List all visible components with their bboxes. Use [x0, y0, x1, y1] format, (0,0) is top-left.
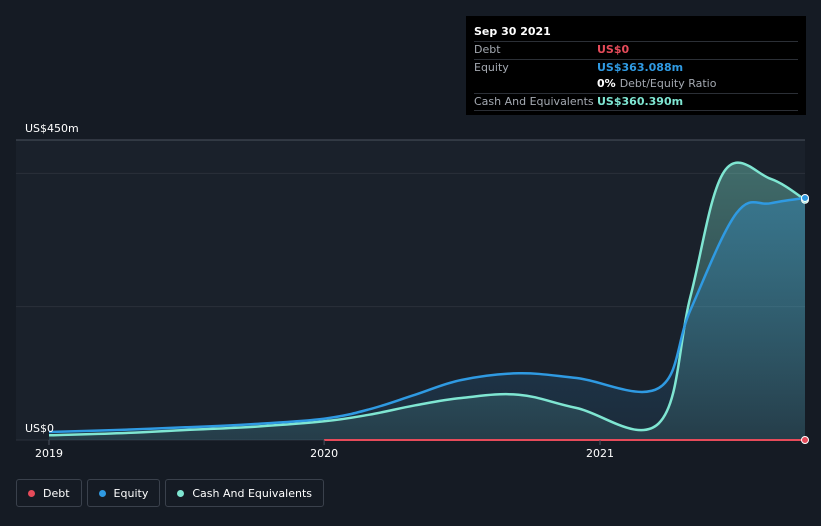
chart-legend: Debt Equity Cash And Equivalents	[16, 479, 324, 507]
marker-debt	[801, 436, 809, 444]
tooltip-equity-value: US$363.088m	[597, 60, 684, 74]
tooltip-cash-value: US$360.390m	[597, 94, 684, 108]
legend-label-equity: Equity	[113, 486, 149, 500]
legend-item-debt[interactable]: Debt	[16, 479, 82, 507]
tooltip-row-equity: Equity US$363.088m	[474, 58, 798, 77]
tooltip-debt-label: Debt	[474, 43, 501, 56]
y-axis-bottom-label: US$0	[25, 422, 54, 435]
tooltip-cash-label: Cash And Equivalents	[474, 94, 594, 108]
tooltip-date: Sep 30 2021	[474, 25, 551, 38]
tooltip-equity-label: Equity	[474, 60, 509, 74]
legend-dot-cash	[177, 489, 185, 497]
tooltip-row-cash: Cash And Equivalents US$360.390m	[474, 92, 798, 111]
tooltip-row-debt: Debt US$0	[474, 41, 798, 59]
tooltip-row-ratio: 0% Debt/Equity Ratio	[474, 76, 798, 93]
legend-dot-equity	[98, 489, 106, 497]
legend-item-equity[interactable]: Equity	[86, 479, 161, 507]
legend-item-cash[interactable]: Cash And Equivalents	[165, 479, 324, 507]
legend-label-cash: Cash And Equivalents	[192, 486, 312, 500]
y-axis-top-label: US$450m	[25, 122, 79, 135]
legend-label-debt: Debt	[43, 486, 70, 500]
data-tooltip: Sep 30 2021 Debt US$0 Equity US$363.088m…	[466, 16, 806, 115]
line-equity	[48, 196, 806, 434]
legend-dot-debt	[28, 489, 35, 497]
marker-equity	[801, 193, 809, 202]
line-cash-and-equivalents	[48, 161, 806, 437]
x-tick-label: 2019	[35, 447, 63, 460]
tooltip-ratio-value: 0%	[597, 77, 616, 90]
x-tick-label: 2021	[586, 447, 614, 460]
tooltip-debt-value: US$0	[597, 43, 630, 56]
x-tick-label: 2020	[310, 447, 338, 460]
tooltip-ratio-label: Debt/Equity Ratio	[619, 77, 717, 90]
